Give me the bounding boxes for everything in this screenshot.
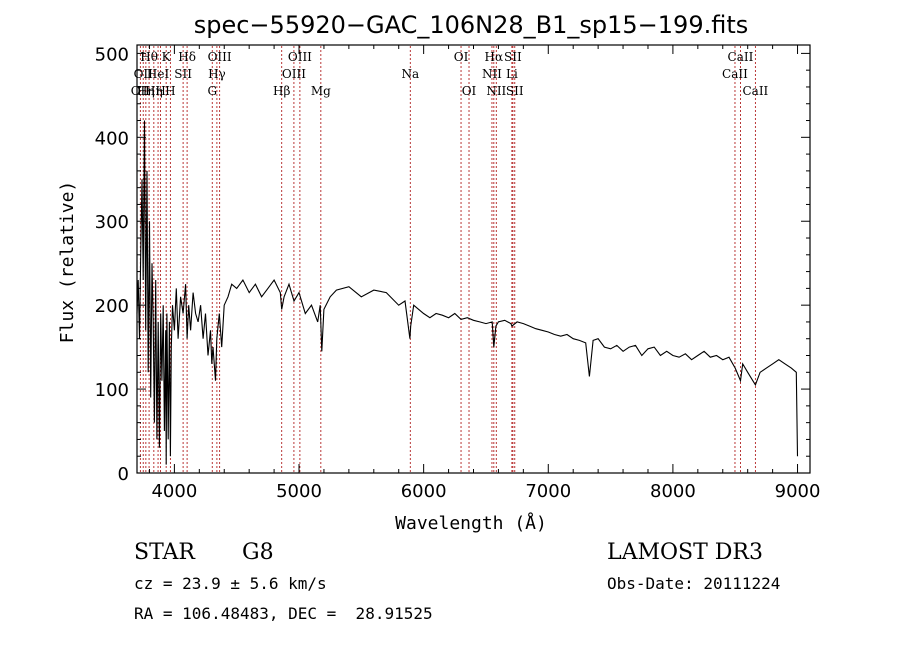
spectral-line-label: Na (401, 67, 419, 81)
spectral-line-label: CaII (728, 50, 754, 64)
object-class: STAR (134, 540, 195, 565)
y-axis-ticks: 0 100 200 300 400 500 (95, 44, 810, 485)
x-axis-label: Wavelength (Å) (395, 512, 547, 534)
spectral-line-labels: OIIOIIHηHθHηHeIHKHSIIHδGHγOIIIHβOIIIOIII… (131, 50, 769, 98)
spectral-line-label: SII (174, 67, 192, 81)
spectral-line-label: OI (462, 84, 477, 98)
y-tick-label: 500 (95, 44, 129, 65)
spectral-line-label: Hα (485, 50, 504, 64)
spectral-line-label: OII (131, 84, 151, 98)
x-tick-label: 8000 (650, 481, 696, 502)
spectral-line-label: SII (504, 50, 522, 64)
spectral-line-label: OIII (282, 67, 306, 81)
spectral-line-label: K (162, 50, 172, 64)
object-subclass: G8 (242, 540, 274, 565)
x-tick-label: 7000 (525, 481, 571, 502)
spectral-line-label: OIII (288, 50, 312, 64)
spectral-line-label: Hθ (140, 50, 158, 64)
spectral-line-label: Hη (137, 84, 155, 98)
y-axis-label: Flux (relative) (57, 181, 78, 344)
spectral-line-label: CaII (742, 84, 768, 98)
y-tick-label: 100 (95, 380, 129, 401)
y-tick-label: 300 (95, 212, 129, 233)
spectral-line-label: Li (506, 67, 518, 81)
x-axis-ticks: 4000 5000 6000 7000 8000 9000 (148, 45, 821, 502)
survey-name: LAMOST DR3 (607, 540, 763, 565)
spectral-lines (139, 46, 756, 472)
spectral-line-label: H (155, 84, 165, 98)
spectral-line-label: CaII (722, 67, 748, 81)
observation-date: Obs-Date: 20111224 (607, 574, 781, 593)
sky-coordinates: RA = 106.48483, DEC = 28.91525 (134, 604, 433, 623)
spectral-line-label: OIII (208, 50, 232, 64)
x-tick-label: 5000 (276, 481, 322, 502)
spectral-line-label: Hη (145, 84, 163, 98)
redshift-velocity: cz = 23.9 ± 5.6 km/s (134, 574, 327, 593)
spectral-line-label: H (165, 84, 175, 98)
spectral-line-label: G (207, 84, 217, 98)
spectral-line-label: Mg (311, 84, 331, 98)
chart-title: spec−55920−GAC_106N28_B1_sp15−199.fits (194, 11, 749, 39)
plot-frame (136, 44, 811, 474)
y-tick-label: 0 (118, 464, 129, 485)
flux-series-line (136, 120, 799, 465)
spectral-line-label: OI (454, 50, 469, 64)
x-tick-label: 6000 (401, 481, 447, 502)
x-tick-label: 4000 (151, 481, 197, 502)
spectral-line-label: HeI (147, 67, 170, 81)
spectral-line-label: NII (486, 84, 506, 98)
spectral-line-label: SII (506, 84, 524, 98)
spectral-line-label: Hγ (208, 67, 226, 81)
spectral-line-label: NII (482, 67, 502, 81)
spectral-line-label: Hβ (273, 84, 290, 98)
y-tick-label: 400 (95, 128, 129, 149)
spectral-line-label: Hδ (178, 50, 196, 64)
y-tick-label: 200 (95, 296, 129, 317)
x-tick-label: 9000 (775, 481, 821, 502)
